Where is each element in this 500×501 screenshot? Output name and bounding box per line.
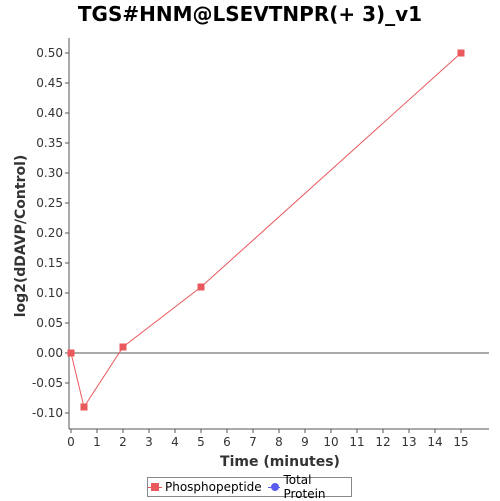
chart-title: TGS#HNM@LSEVTNPR(+ 3)_v1 [77,2,423,26]
y-tick-label: 0.30 [36,166,63,180]
data-point [197,283,205,291]
x-tick-label: 4 [171,435,179,449]
y-tick-label: 0.20 [36,226,63,240]
circle-marker-icon [267,482,281,492]
x-tick-label: 15 [453,435,468,449]
y-axis-title: log2(dDAVP/Control) [13,155,29,318]
legend-item-total-protein: Total Protein [267,473,351,501]
y-tick-label: -0.05 [32,376,63,390]
y-tick-label: 0.00 [36,346,63,360]
x-tick-label: 7 [249,435,257,449]
data-point [119,343,127,351]
x-tick-label: 2 [119,435,127,449]
legend-label: Phosphopeptide [165,480,262,494]
y-tick-label: 0.25 [36,196,63,210]
x-tick-label: 8 [275,435,283,449]
x-tick-label: 3 [145,435,153,449]
y-tick-label: 0.15 [36,256,63,270]
legend-item-phosphopeptide: Phosphopeptide [148,480,262,494]
series-line [70,52,462,409]
legend: Phosphopeptide Total Protein [147,473,352,501]
y-tick-label: 0.45 [36,76,63,90]
square-marker-icon [148,482,162,492]
y-tick-label: 0.50 [36,46,63,60]
x-tick-label: 12 [375,435,390,449]
x-tick-label: 0 [67,435,75,449]
y-tick-label: -0.10 [32,406,63,420]
y-tick-label: 0.35 [36,136,63,150]
x-axis-title: Time (minutes) [220,454,340,470]
y-tick-label: 0.05 [36,316,63,330]
x-tick-label: 13 [401,435,416,449]
legend-label: Total Protein [283,473,326,501]
x-tick-label: 5 [197,435,205,449]
data-point [457,49,465,57]
x-tick-label: 6 [223,435,231,449]
x-tick-label: 11 [349,435,364,449]
y-tick-label: 0.10 [36,286,63,300]
x-tick-label: 10 [323,435,338,449]
x-tick-label: 1 [93,435,101,449]
data-point [80,403,88,411]
x-tick-label: 14 [427,435,442,449]
y-tick-label: 0.40 [36,106,63,120]
data-point [67,349,75,357]
x-tick-label: 9 [301,435,309,449]
